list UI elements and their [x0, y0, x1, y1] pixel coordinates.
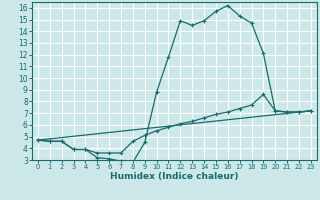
X-axis label: Humidex (Indice chaleur): Humidex (Indice chaleur) [110, 172, 239, 181]
